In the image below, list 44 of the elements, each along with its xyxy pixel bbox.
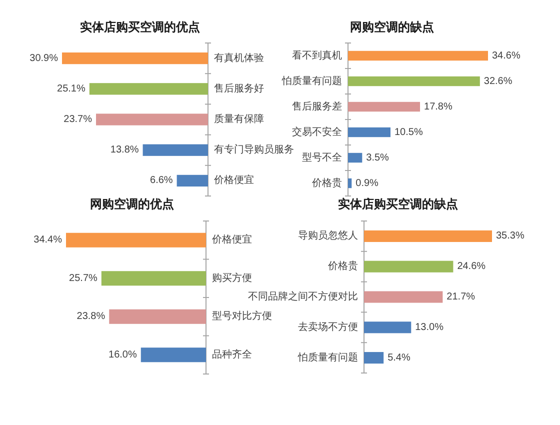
category-label: 购买方便: [212, 272, 252, 284]
category-label: 怕质量有问题: [298, 352, 358, 364]
title: 网购空调的缺点: [350, 20, 434, 34]
category-label: 看不到真机: [292, 50, 342, 62]
value-label: 3.5%: [366, 152, 389, 164]
category-label: 型号不全: [302, 152, 342, 164]
category-label: 价格贵: [328, 261, 358, 272]
value-label: 23.7%: [64, 114, 92, 125]
title: 网购空调的优点: [90, 197, 174, 211]
value-label: 16.0%: [108, 349, 137, 360]
value-label: 32.6%: [484, 76, 512, 87]
value-label: 25.1%: [57, 83, 86, 94]
category-label: 不同品牌之间不方便对比: [248, 292, 358, 302]
category-label: 售后服务好: [214, 83, 264, 94]
value-label: 34.4%: [34, 234, 62, 246]
value-label: 25.7%: [69, 272, 98, 284]
category-label: 价格便宜: [212, 234, 252, 246]
category-label: 交易不安全: [292, 126, 342, 138]
category-label: 去卖场不方便: [298, 322, 358, 333]
category-label: 价格便宜: [214, 175, 254, 186]
value-label: 13.8%: [110, 144, 139, 156]
value-label: 5.4%: [388, 352, 410, 364]
value-label: 17.8%: [424, 101, 452, 112]
value-label: 35.3%: [496, 230, 524, 242]
title: 实体店购买空调的优点: [80, 20, 200, 34]
category-label: 有专门导购员服务: [214, 144, 294, 156]
title: 实体店购买空调的缺点: [338, 197, 458, 211]
category-label: 质量有保障: [214, 114, 264, 125]
value-label: 23.8%: [76, 311, 106, 322]
category-label: 导购员忽悠人: [298, 230, 358, 242]
value-label: 21.7%: [446, 292, 476, 302]
category-label: 怕质量有问题: [282, 76, 342, 87]
value-label: 24.6%: [457, 261, 486, 272]
category-label: 型号对比方便: [212, 311, 272, 322]
category-label: 有真机体验: [214, 52, 264, 64]
category-label: 价格贵: [312, 178, 342, 189]
value-label: 13.0%: [415, 322, 444, 333]
value-label: 34.6%: [492, 50, 520, 62]
category-label: 品种齐全: [212, 349, 252, 360]
value-label: 6.6%: [150, 175, 173, 186]
category-label: 售后服务差: [292, 101, 342, 112]
value-label: 0.9%: [356, 178, 378, 189]
value-label: 10.5%: [394, 126, 423, 138]
value-label: 30.9%: [30, 52, 58, 64]
